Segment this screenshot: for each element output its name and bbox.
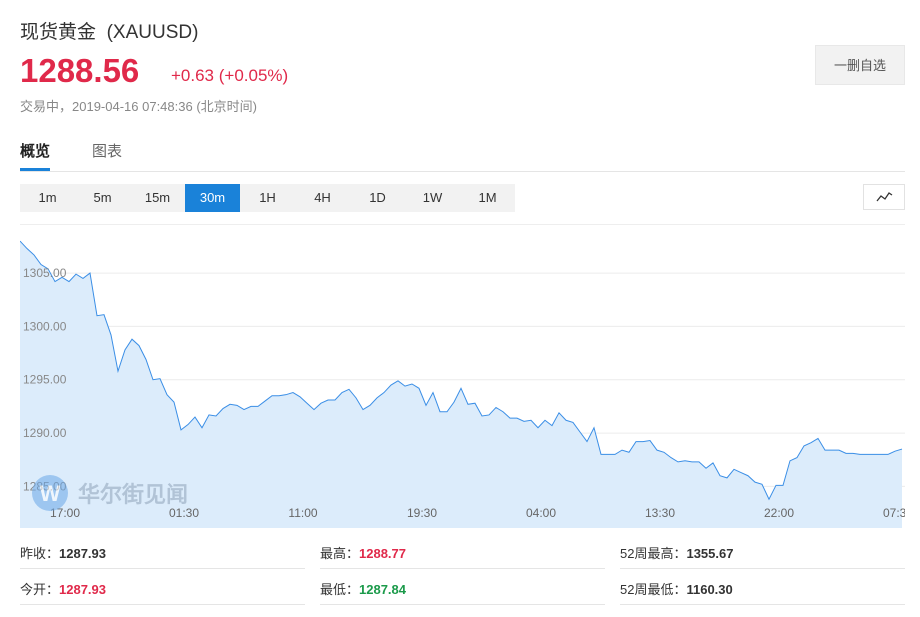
price-line	[20, 240, 903, 501]
stat-value: 1160.30	[686, 582, 733, 597]
price-change: +0.63 (+0.05%)	[171, 66, 289, 85]
toggle-icon	[876, 192, 893, 202]
watchlist-button[interactable]: 一删自选	[815, 45, 905, 85]
x-tick-label: 19:30	[407, 506, 437, 520]
stat: 今开：1287.93	[20, 579, 106, 598]
x-tick-label: 11:00	[288, 506, 317, 520]
x-tick-label: 17:00	[50, 506, 80, 520]
x-tick-label: 01:30	[169, 506, 199, 520]
stat-label: 最高：	[320, 546, 360, 561]
stat: 52周最高：1355.67	[620, 543, 733, 562]
interval-button[interactable]: 15m	[144, 190, 171, 205]
stat-value: 1287.84	[359, 582, 407, 597]
y-tick-label: 1290.00	[23, 426, 67, 440]
instrument-title: 现货黄金	[20, 22, 97, 43]
interval-button[interactable]: 1M	[478, 190, 497, 205]
interval-button[interactable]: 1D	[369, 190, 386, 205]
x-tick-label: 13:30	[645, 506, 675, 520]
interval-button[interactable]: 4H	[314, 190, 331, 205]
toggle-glyph	[876, 192, 893, 202]
trade-status: 交易中，2019-04-16 07:48:36 (北京时间)	[20, 99, 257, 114]
stat-value: 1355.67	[686, 546, 734, 561]
stat-rule	[620, 604, 905, 605]
plot-area: 1285.001290.001295.001300.001305.0017:00…	[20, 240, 913, 528]
tab[interactable]: 图表	[92, 143, 123, 160]
stat-rule	[20, 604, 305, 605]
stat-rule	[20, 568, 305, 569]
interval-button[interactable]: 1H	[259, 190, 276, 205]
watermark: W 华尔街见闻	[32, 475, 188, 511]
stat: 最低：1287.84	[320, 579, 406, 598]
stat: 最高：1288.77	[320, 543, 406, 562]
stat-label: 最低：	[320, 582, 360, 597]
stat-value: 1287.93	[59, 582, 107, 597]
tab[interactable]: 概览	[20, 140, 51, 171]
watermark-logo	[32, 475, 68, 511]
stat-rule	[320, 604, 605, 605]
price: 1288.56	[20, 52, 140, 89]
interval-button[interactable]: 1m	[38, 190, 57, 205]
stat-label: 52周最高：	[620, 546, 687, 561]
tab-divider	[20, 171, 905, 172]
stat-value: 1288.77	[359, 546, 407, 561]
stat-label: 昨收：	[20, 546, 60, 561]
chart-style-toggle[interactable]	[863, 184, 905, 210]
y-tick-label: 1300.00	[23, 319, 67, 333]
interval-bar	[20, 184, 515, 212]
interval-button[interactable]: 5m	[93, 190, 112, 205]
x-tick-label: 22:00	[764, 506, 794, 520]
stat: 昨收：1287.93	[20, 543, 106, 562]
area	[20, 241, 902, 528]
interval-button[interactable]: 1W	[422, 190, 443, 205]
y-tick-label: 1305.00	[23, 266, 67, 280]
stat-value: 1287.93	[59, 546, 107, 561]
y-tick-label: 1295.00	[23, 373, 67, 387]
instrument-symbol: (XAUUSD)	[106, 22, 199, 43]
stat-rule	[620, 568, 905, 569]
stat: 52周最低：1160.30	[620, 579, 733, 598]
x-tick-label: 04:00	[526, 506, 556, 520]
stat-label: 52周最低：	[620, 582, 687, 597]
instrument-name: 现货黄金 (XAUUSD)	[20, 17, 198, 44]
interval-button[interactable]: 30m	[185, 184, 240, 212]
stat-label: 今开：	[20, 582, 60, 597]
watermark-logo-letter: W	[40, 481, 61, 506]
stat-rule	[320, 568, 605, 569]
watermark-text: 华尔街见闻	[78, 482, 188, 507]
x-tick-label: 07:30	[883, 506, 913, 520]
